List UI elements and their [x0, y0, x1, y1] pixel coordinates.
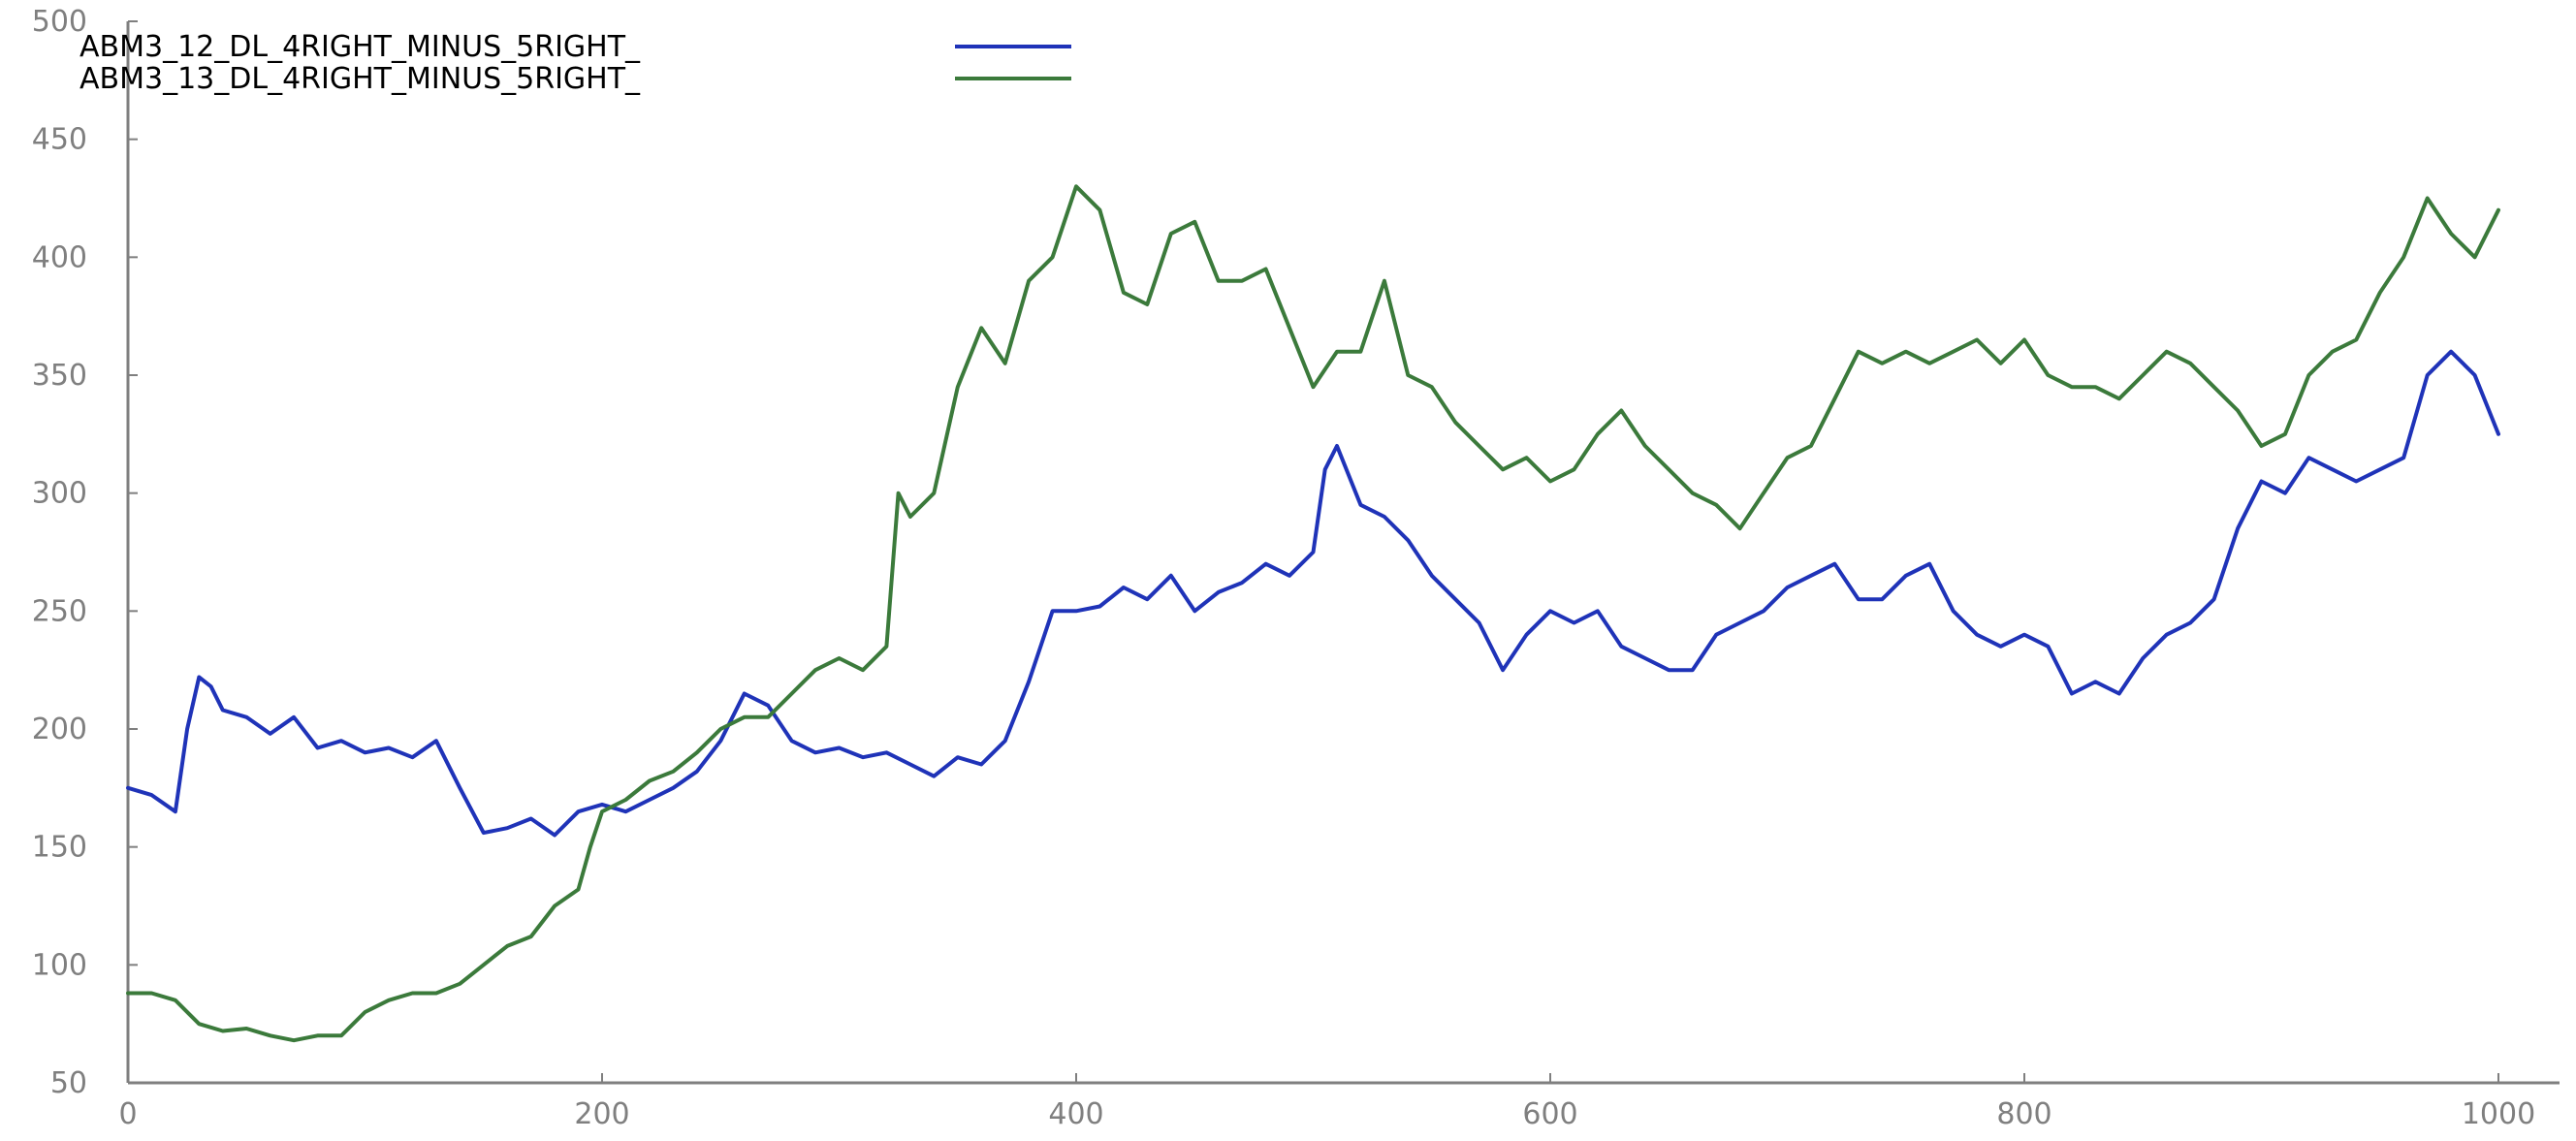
x-tick-label: 1000	[2462, 1097, 2535, 1131]
series-line-1	[126, 349, 2500, 838]
series-line-2	[126, 184, 2500, 1043]
y-tick-label: 450	[32, 123, 87, 157]
y-tick-label: 300	[32, 477, 87, 511]
legend: ABM3_12_DL_4RIGHT_MINUS_5RIGHT_ABM3_13_D…	[80, 30, 1071, 96]
legend-label: ABM3_12_DL_4RIGHT_MINUS_5RIGHT_	[80, 30, 641, 64]
y-tick-label: 100	[32, 948, 87, 982]
tick-labels: 0 200 400 600 800 1000 50 100 150 200 250 300 350 400…	[32, 5, 2535, 1131]
legend-label: ABM3_13_DL_4RIGHT_MINUS_5RIGHT_	[80, 62, 641, 96]
axes	[126, 21, 2560, 1085]
x-tick-label: 0	[118, 1097, 137, 1131]
y-tick-label: 150	[32, 831, 87, 865]
y-tick-label: 200	[32, 713, 87, 746]
y-tick-label: 400	[32, 240, 87, 274]
y-tick-label: 50	[50, 1066, 87, 1100]
x-tick-label: 200	[574, 1097, 629, 1131]
y-tick-label: 250	[32, 594, 87, 628]
x-tick-label: 600	[1522, 1097, 1577, 1131]
x-tick-label: 400	[1048, 1097, 1103, 1131]
x-tick-label: 800	[1996, 1097, 2051, 1131]
series-lines	[126, 184, 2500, 1043]
y-tick-label: 500	[32, 5, 87, 39]
y-tick-label: 350	[32, 359, 87, 393]
